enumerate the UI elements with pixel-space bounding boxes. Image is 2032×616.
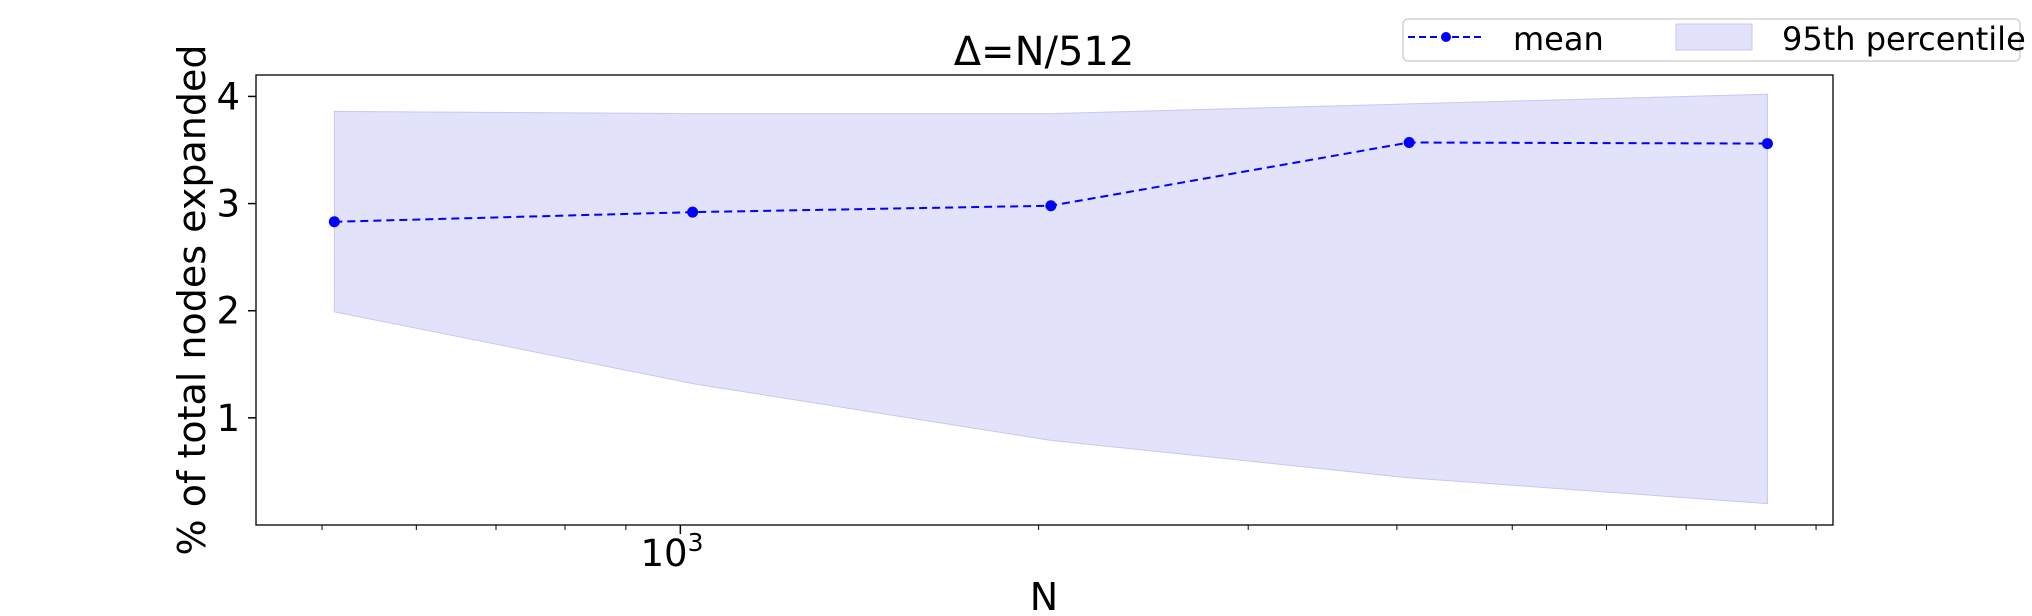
- x-tick-label: 103: [641, 528, 704, 575]
- data-point: [687, 206, 699, 218]
- y-tick-label: 3: [216, 183, 240, 226]
- x-axis-label: N: [1030, 575, 1058, 616]
- legend-mean-marker: [1441, 32, 1451, 42]
- legend-label-mean: mean: [1513, 20, 1604, 58]
- data-point: [1403, 137, 1415, 148]
- legend-label-band: 95th percentile: [1782, 20, 2026, 58]
- y-tick-label: 1: [216, 397, 240, 440]
- plot-frame: [255, 74, 1834, 526]
- data-point: [328, 216, 340, 228]
- y-axis-label: % of total nodes expanded: [170, 45, 214, 556]
- y-ticks: 1 2 3 4: [216, 75, 256, 440]
- series-layer: [328, 137, 1773, 228]
- percentile-band: [333, 93, 1768, 505]
- percentile-band-layer: [333, 93, 1768, 505]
- y-tick-label: 4: [216, 75, 240, 118]
- legend-band-swatch: [1675, 23, 1753, 51]
- data-point: [1045, 200, 1057, 212]
- y-tick-label: 2: [216, 290, 240, 333]
- chart-title: Δ=N/512: [954, 29, 1135, 75]
- x-ticks: [321, 525, 1817, 534]
- data-point: [1761, 138, 1773, 150]
- legend: mean 95th percentile: [1402, 18, 2026, 62]
